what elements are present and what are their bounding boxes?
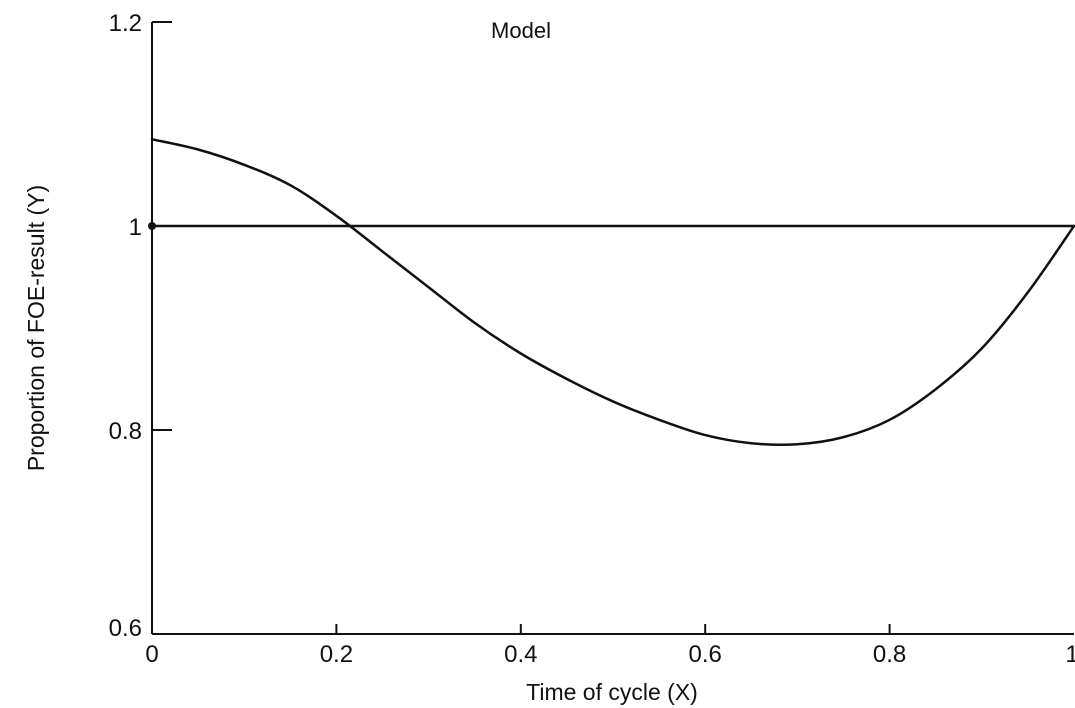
y-tick-label: 1 [129, 214, 142, 241]
x-tick-label: 0.6 [689, 641, 722, 668]
chart-text: Model Time of cycle (X) Proportion of FO… [23, 18, 698, 705]
x-tick-label: 0.8 [873, 641, 906, 668]
x-tick-label: 0.2 [320, 641, 353, 668]
y-tick-label: 1.2 [109, 10, 142, 37]
model-curve [150, 138, 1075, 447]
plot-area [148, 138, 1075, 447]
x-tick-label: 1 [1065, 641, 1075, 668]
axes: 0 0.2 0.4 0.6 0.8 1 0.6 0.8 1 1.2 [109, 10, 1075, 668]
x-tick-label: 0 [145, 641, 158, 668]
chart-title: Model [491, 18, 551, 43]
y-tick-label: 0.8 [109, 418, 142, 445]
x-axis-title: Time of cycle (X) [526, 679, 698, 705]
y-axis-title: Proportion of FOE-result (Y) [23, 185, 49, 471]
y-tick-label: 0.6 [109, 615, 142, 642]
x-tick-label: 0.4 [504, 641, 537, 668]
